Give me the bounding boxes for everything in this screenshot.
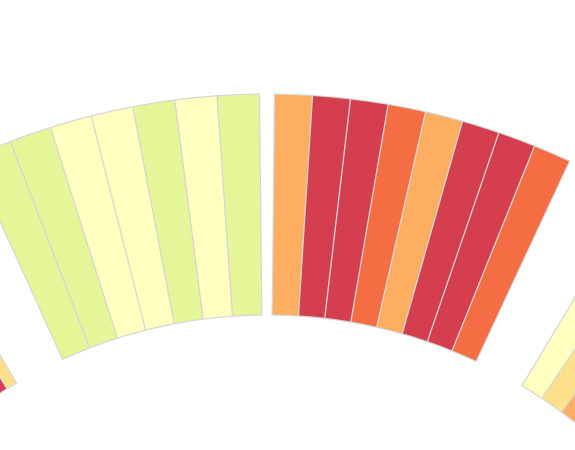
segment-group-1 [0, 353, 18, 394]
chart-segments [0, 93, 575, 424]
segment-group-3 [271, 93, 571, 363]
heatmap-cell [0, 353, 18, 390]
heatmap-cell [451, 145, 571, 363]
heatmap-cell [560, 392, 575, 424]
heatmap-cell [216, 93, 263, 317]
segment-group-2 [0, 93, 263, 361]
segment-group-4 [521, 296, 575, 424]
